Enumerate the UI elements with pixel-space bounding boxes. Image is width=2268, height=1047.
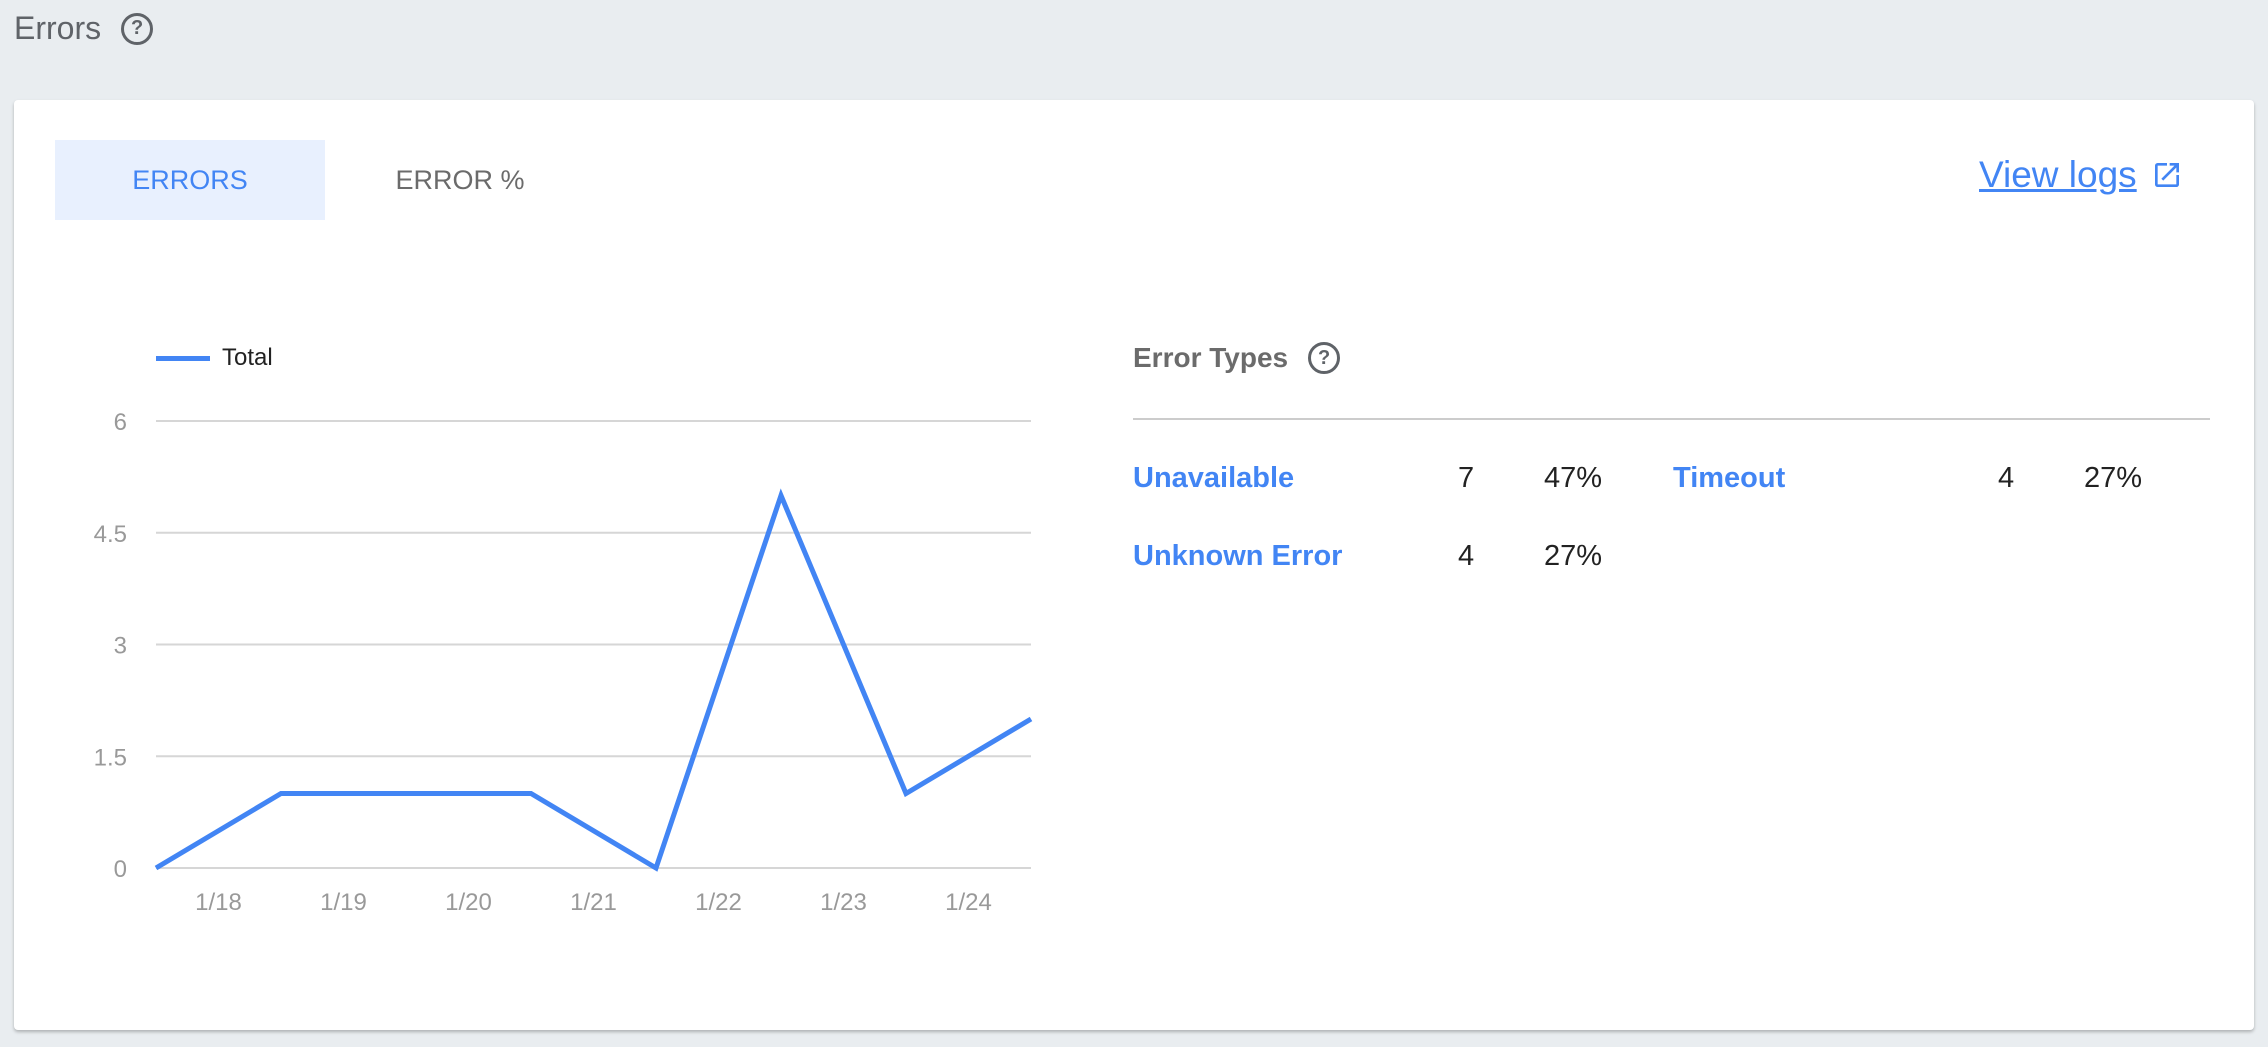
errors-line-chart: 0 1.5 3 4.5 6 1/18 1/19 1/20 1/21 1/22 1/23 1/24: [94, 409, 1033, 916]
x-tick-label: 1/22: [695, 889, 742, 916]
error-type-timeout[interactable]: Timeout: [1673, 462, 1786, 494]
x-tick-label: 1/23: [820, 889, 867, 916]
view-logs-link[interactable]: View logs: [1979, 154, 2183, 196]
error-types-heading: Error Types ?: [1133, 342, 1341, 374]
page-title: Errors ?: [14, 10, 154, 47]
tab-errors[interactable]: ERRORS: [55, 140, 325, 220]
errors-card: [14, 100, 2254, 1030]
y-tick-label: 4.5: [94, 521, 127, 548]
error-type-unknown-error[interactable]: Unknown Error: [1133, 540, 1343, 572]
error-percent: 27%: [2084, 462, 2143, 494]
y-tick-label: 3: [114, 633, 127, 660]
help-circle-icon[interactable]: ?: [1308, 342, 1341, 374]
legend-label-total: Total: [222, 344, 273, 371]
open-in-new-icon: [2154, 163, 2179, 187]
divider: [1133, 418, 2210, 420]
series-line-total: [154, 488, 1033, 872]
y-tick-label: 1.5: [94, 744, 127, 771]
x-tick-label: 1/19: [320, 889, 367, 916]
error-count: 4: [1458, 540, 1475, 572]
chart-legend: Total: [156, 344, 273, 372]
x-tick-label: 1/24: [945, 889, 992, 916]
x-tick-label: 1/20: [445, 889, 492, 916]
error-types-title: Error Types: [1133, 342, 1289, 373]
y-tick-label: 0: [114, 856, 127, 883]
y-tick-label: 6: [114, 409, 127, 436]
error-type-unavailable[interactable]: Unavailable: [1133, 462, 1295, 494]
x-tick-label: 1/21: [570, 889, 617, 916]
legend-swatch-total: [156, 355, 210, 361]
error-percent: 47%: [1544, 462, 1603, 494]
error-percent: 27%: [1544, 540, 1603, 572]
error-count: 4: [1998, 462, 2015, 494]
help-circle-icon[interactable]: ?: [121, 12, 154, 45]
view-logs-label: View logs: [1979, 154, 2137, 195]
x-tick-label: 1/18: [195, 889, 242, 916]
error-count: 7: [1458, 462, 1475, 494]
tab-error-percent[interactable]: ERROR %: [395, 164, 525, 195]
page-title-text: Errors: [14, 10, 102, 46]
